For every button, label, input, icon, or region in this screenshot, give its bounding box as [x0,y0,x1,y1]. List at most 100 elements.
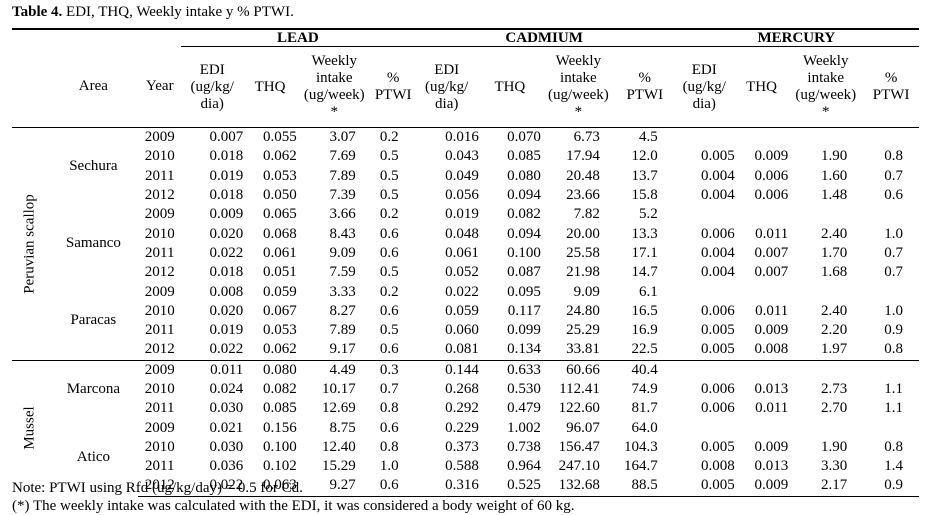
table-row: 2011 0.019 0.053 7.89 0.5 0.049 0.080 20.48 13.7… [12,167,919,186]
header-ptwi-line: PTWI [626,87,664,103]
cell-lead-weekly: 3.07 [296,127,372,148]
group-cadmium: CADMIUM [414,29,674,47]
cell-lead-weekly: 7.59 [329,264,356,281]
cell-hg-edi [674,282,735,301]
cell-cd-weekly: 247.10 [558,458,600,475]
cell-cd-thq: 0.099 [507,322,541,339]
cell-lead-edi: 0.022 [209,244,244,261]
cell-lead-thq: 0.051 [263,264,297,281]
cell-hg-thq: 0.007 [754,264,789,281]
header-species-blank [12,47,48,128]
cell-lead-edi: 0.020 [209,302,244,319]
cell-year: 2012 [138,476,182,497]
cell-hg-edi: 0.006 [701,400,735,417]
header-weekly-intake: Weekly intake (ug/week) * [788,47,863,128]
cell-lead-ptwi: 0.6 [379,225,399,242]
cell-year: 2009 [144,419,175,436]
cell-hg-edi: 0.008 [701,458,735,475]
cell-cd-ptwi: 40.4 [615,359,674,380]
cell-year: 2009 [144,283,175,300]
cell-hg-ptwi: 0.8 [884,341,903,358]
cell-cd-edi: 0.373 [445,438,479,455]
table-row: 2012 0.018 0.051 7.59 0.5 0.052 0.087 21.98 14.7… [12,263,919,282]
cell-lead-edi: 0.022 [209,341,244,358]
header-edi-line: EDI [691,61,717,78]
cell-hg-ptwi: 0.8 [884,148,903,165]
header-edi-line: dia) [200,95,224,112]
header-year: Year [145,78,174,95]
cell-cd-thq: 0.633 [478,359,541,380]
footnote-ptwi: Note: PTWI using Rfd (ug/kg/day) = 0.5 f… [12,480,303,496]
cell-cd-edi: 0.059 [445,302,479,319]
cell-cd-edi: 0.292 [445,400,479,417]
cell-hg-edi: 0.004 [701,244,735,261]
cell-year: 2010 [144,148,175,165]
header-edi-line: EDI [434,61,460,78]
group-lead: LEAD [181,29,415,47]
cell-hg-weekly: 1.68 [820,264,848,281]
cell-cd-edi: 0.081 [445,341,479,358]
cell-hg-thq: 0.011 [755,302,789,319]
area-label: Marcona [48,359,139,419]
table-number: Table 4. [12,4,63,20]
cell-lead-edi: 0.019 [209,167,244,184]
cell-cd-ptwi: 17.1 [631,244,658,261]
cell-hg-thq: 0.007 [754,244,789,261]
cell-year: 2010 [144,302,175,319]
cell-hg-weekly: 2.70 [820,400,848,417]
cell-lead-thq: 0.156 [263,419,297,436]
cell-year: 2011 [145,244,175,261]
header-weekly-intake: Weekly intake (ug/week) * [297,47,372,128]
cell-hg-ptwi: 0.7 [884,244,903,261]
cell-cd-thq: 0.525 [478,476,541,497]
cell-cd-weekly: 21.98 [566,264,600,281]
cell-lead-thq: 0.080 [243,359,297,380]
cell-lead-weekly: 7.89 [329,167,356,184]
cell-year: 2011 [145,322,175,339]
cell-cd-weekly: 25.29 [566,322,600,339]
cell-lead-edi: 0.008 [209,283,244,300]
cell-lead-weekly: 4.49 [296,359,372,380]
cell-cd-edi: 0.229 [445,419,479,436]
header-weekly-intake-line: Weekly [803,53,849,69]
cell-lead-thq: 0.062 [263,148,297,165]
cell-hg-edi: 0.005 [701,341,735,358]
cell-cd-ptwi: 64.0 [631,419,658,436]
cell-hg-weekly [788,418,863,437]
cell-lead-weekly: 12.69 [322,400,356,417]
cell-lead-ptwi: 0.8 [379,400,399,417]
cell-hg-thq [735,418,789,437]
cell-cd-thq: 1.002 [507,419,541,436]
cell-cd-thq: 0.530 [507,381,541,397]
header-area: Area [78,78,108,95]
header-ptwi-line: PTWI [872,87,910,103]
cell-hg-thq: 0.009 [754,148,789,165]
cell-hg-thq: 0.006 [754,187,789,204]
header-thq: THQ [746,78,777,95]
header-weekly-intake-line: intake [315,70,353,86]
data-table: LEAD CADMIUM MERCURY Area Year EDI (ug/kg/d… [12,28,919,497]
cell-lead-thq: 0.061 [263,244,297,261]
cell-cd-edi: 0.060 [445,322,479,339]
cell-hg-edi: 0.004 [701,187,735,204]
cell-hg-weekly: 1.90 [820,148,848,165]
table-row: 2011 0.030 0.085 12.69 0.8 0.292 0.479 122.60 81… [12,399,919,418]
cell-lead-edi: 0.030 [209,438,244,455]
cell-lead-edi: 0.036 [209,458,244,475]
table-title: Table 4. EDI, THQ, Weekly intake y % PTW… [12,4,294,21]
cell-hg-ptwi: 0.6 [884,187,903,204]
cell-hg-weekly: 2.40 [820,225,848,242]
cell-lead-edi: 0.024 [209,381,244,397]
header-ptwi: % PTWI [372,47,415,128]
cell-hg-thq [735,282,789,301]
cell-hg-edi: 0.005 [701,438,735,455]
cell-hg-thq: 0.013 [754,458,789,475]
cell-hg-ptwi: 1.0 [884,225,903,242]
cell-cd-thq: 0.085 [507,148,541,165]
cell-lead-weekly: 7.89 [329,322,356,339]
cell-cd-weekly: 20.00 [566,225,600,242]
cell-hg-edi [674,418,735,437]
cell-cd-weekly: 9.09 [573,283,600,300]
header-ptwi: % PTWI [863,47,919,128]
area-label: Paracas [70,312,117,329]
